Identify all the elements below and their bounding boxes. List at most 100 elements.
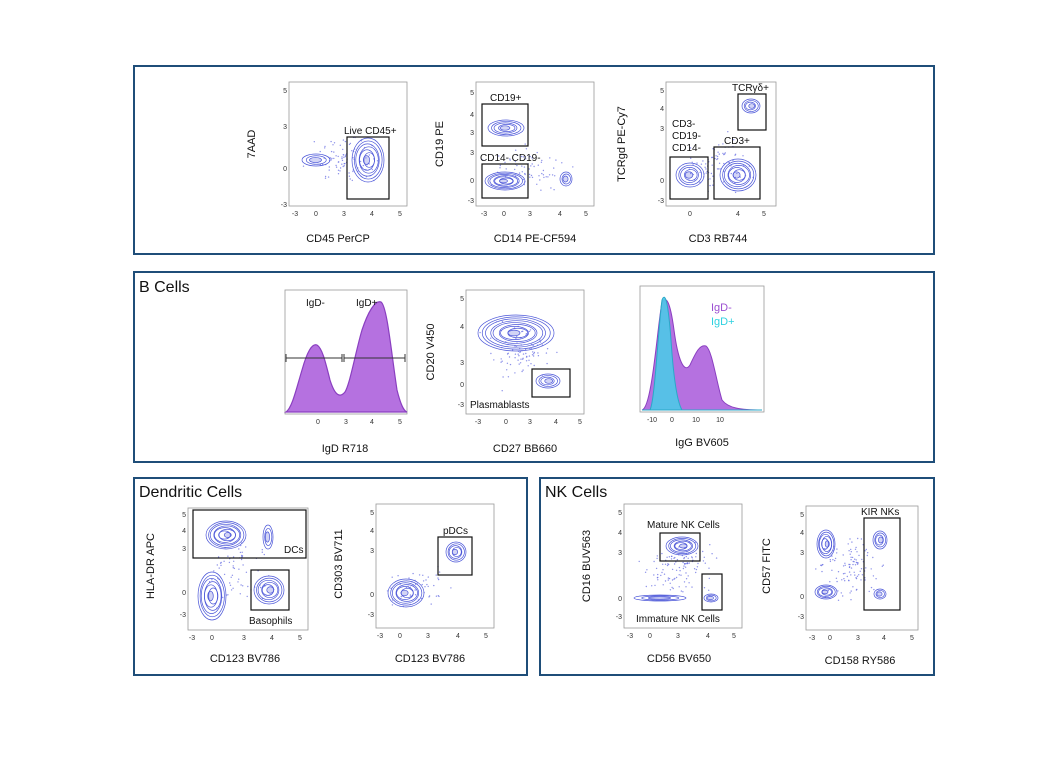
event-dot bbox=[521, 171, 523, 173]
plot-frame bbox=[475, 81, 595, 207]
gate-immature-nk bbox=[701, 573, 723, 611]
event-dot bbox=[360, 140, 363, 142]
event-dot bbox=[849, 592, 851, 594]
event-dot bbox=[409, 587, 411, 590]
contour-line bbox=[719, 158, 757, 192]
event-dot bbox=[553, 167, 555, 169]
event-dot bbox=[421, 583, 423, 586]
event-dot bbox=[836, 552, 838, 554]
event-dot bbox=[342, 154, 344, 156]
y-tick-label: 5 bbox=[660, 88, 664, 95]
x-tick-label: 5 bbox=[484, 633, 488, 640]
population-contour bbox=[719, 158, 757, 192]
event-dot bbox=[245, 571, 248, 573]
event-dot bbox=[227, 594, 229, 596]
event-dot bbox=[678, 586, 680, 588]
y-tick-label: 4 bbox=[470, 112, 474, 119]
event-dot bbox=[344, 154, 347, 156]
event-dot bbox=[517, 353, 519, 355]
event-dot bbox=[669, 589, 672, 591]
event-dot bbox=[682, 561, 684, 564]
event-dot bbox=[522, 369, 524, 371]
event-dot bbox=[667, 579, 669, 581]
event-dot bbox=[529, 347, 531, 350]
event-dot bbox=[339, 144, 341, 146]
event-dot bbox=[829, 559, 831, 561]
contour-line bbox=[355, 143, 380, 177]
event-dot bbox=[232, 565, 234, 567]
event-dot bbox=[481, 159, 484, 161]
event-dot bbox=[223, 573, 226, 576]
event-dot bbox=[240, 544, 242, 547]
event-dot bbox=[836, 548, 838, 550]
event-dot bbox=[699, 171, 701, 174]
event-dot bbox=[833, 545, 835, 547]
event-dot bbox=[435, 595, 438, 597]
x-tick-label: 5 bbox=[910, 635, 914, 642]
contour-line bbox=[816, 529, 836, 559]
y-tick-label: 4 bbox=[618, 530, 622, 537]
event-dot bbox=[524, 181, 526, 183]
event-dot bbox=[678, 546, 680, 548]
event-dot bbox=[744, 175, 747, 177]
plot-cd57-cd158: KIR NKs CD158 RY586 CD57 FITC 5 4 3 0 -3 -3 0… bbox=[761, 505, 919, 667]
contour-line bbox=[648, 596, 671, 600]
population-contour bbox=[253, 575, 285, 605]
population-contour bbox=[816, 529, 836, 559]
event-dot bbox=[524, 156, 527, 158]
event-dot bbox=[727, 131, 729, 133]
event-dot bbox=[542, 169, 545, 172]
event-dot bbox=[572, 166, 574, 168]
plot-tcrgd-cd3: TCRγδ+ CD3- CD19- CD14- CD3+ CD3 RB744 T… bbox=[616, 81, 777, 245]
contour-line bbox=[875, 590, 885, 598]
event-dot bbox=[433, 584, 435, 587]
event-dot bbox=[259, 586, 262, 589]
event-dot bbox=[238, 548, 240, 550]
event-dot bbox=[479, 331, 481, 334]
contour-line bbox=[447, 543, 465, 561]
event-dot bbox=[685, 586, 687, 588]
event-dot bbox=[519, 174, 521, 176]
event-dot bbox=[263, 584, 266, 586]
event-dot bbox=[402, 605, 404, 608]
x-tick-label: 3 bbox=[242, 635, 246, 642]
contour-line bbox=[209, 523, 242, 547]
population-contour bbox=[872, 530, 888, 550]
event-dot bbox=[391, 604, 394, 606]
x-tick-label: -3 bbox=[292, 211, 298, 218]
event-dot bbox=[515, 338, 517, 340]
event-dot bbox=[663, 573, 666, 575]
contour-line bbox=[205, 520, 247, 550]
event-dot bbox=[687, 575, 689, 577]
event-dot bbox=[872, 575, 875, 577]
event-dot bbox=[521, 370, 523, 373]
event-dot bbox=[363, 146, 366, 149]
event-dot bbox=[675, 569, 678, 571]
event-dot bbox=[521, 350, 523, 352]
event-dot bbox=[505, 341, 507, 343]
event-dot bbox=[373, 179, 375, 182]
event-dot bbox=[337, 155, 339, 158]
gate-label-cd3-neg: CD3- bbox=[672, 119, 695, 130]
event-dot bbox=[688, 562, 690, 564]
event-dot bbox=[675, 561, 677, 563]
event-dot bbox=[514, 357, 516, 359]
population-contour bbox=[301, 153, 331, 167]
event-dot bbox=[343, 165, 345, 167]
event-dot bbox=[516, 181, 519, 183]
event-dot bbox=[420, 597, 423, 600]
contour-line bbox=[673, 540, 692, 552]
x-tick-label: 0 bbox=[504, 419, 508, 426]
event-dot bbox=[718, 162, 721, 164]
event-dot bbox=[324, 177, 327, 179]
event-dot bbox=[683, 557, 685, 560]
contour-line bbox=[218, 528, 236, 542]
plot-frame bbox=[187, 507, 309, 631]
event-dot bbox=[549, 157, 551, 159]
event-dot bbox=[525, 158, 527, 160]
event-dot bbox=[702, 160, 704, 162]
event-dot bbox=[504, 176, 507, 178]
event-dot bbox=[699, 181, 701, 183]
event-dot bbox=[680, 590, 683, 592]
x-tick-label: 0 bbox=[314, 211, 318, 218]
